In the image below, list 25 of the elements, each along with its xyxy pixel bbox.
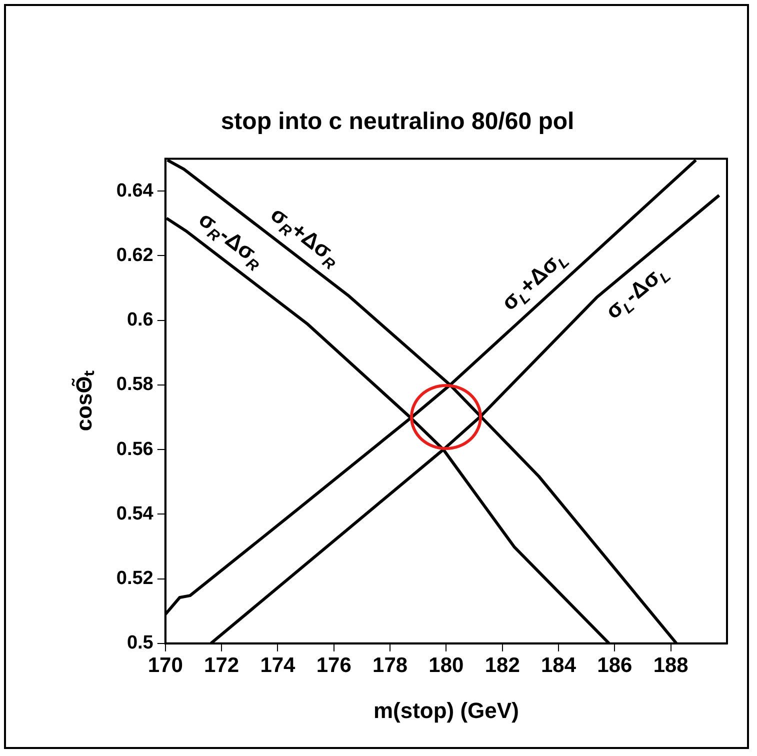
y-axis-title: cosΘ̃ₜ bbox=[71, 370, 96, 432]
annotation: σR-ΔσR bbox=[194, 206, 262, 276]
y-tick-label: 0.58 bbox=[116, 374, 154, 396]
x-tick-label: 170 bbox=[148, 654, 183, 677]
x-tick-label: 176 bbox=[316, 654, 352, 677]
annotation: σL+ΔσL bbox=[496, 250, 573, 315]
annotation: σR+ΔσR bbox=[266, 201, 338, 274]
y-tick-label: 0.64 bbox=[116, 180, 154, 202]
x-tick-label: 188 bbox=[653, 654, 689, 677]
x-tick-label: 174 bbox=[260, 654, 296, 677]
x-tick-label: 184 bbox=[540, 654, 576, 677]
x-tick-label: 180 bbox=[428, 654, 464, 677]
y-tick-label: 0.54 bbox=[116, 503, 154, 524]
x-tick-label: 186 bbox=[597, 654, 632, 677]
y-tick-label: 0.52 bbox=[116, 568, 154, 590]
chart-title: stop into c neutralino 80/60 pol bbox=[220, 108, 574, 136]
y-tick-label: 0.5 bbox=[126, 632, 154, 654]
y-tick-label: 0.56 bbox=[116, 438, 154, 460]
x-axis-title: m(stop) (GeV) bbox=[373, 698, 519, 723]
x-tick-label: 182 bbox=[484, 654, 520, 677]
x-tick-label: 172 bbox=[204, 654, 240, 677]
x-tick-label: 178 bbox=[372, 654, 408, 677]
y-tick-label: 0.62 bbox=[116, 244, 154, 266]
y-tick-label: 0.6 bbox=[126, 310, 154, 331]
annotation: σL-ΔσL bbox=[600, 264, 674, 324]
